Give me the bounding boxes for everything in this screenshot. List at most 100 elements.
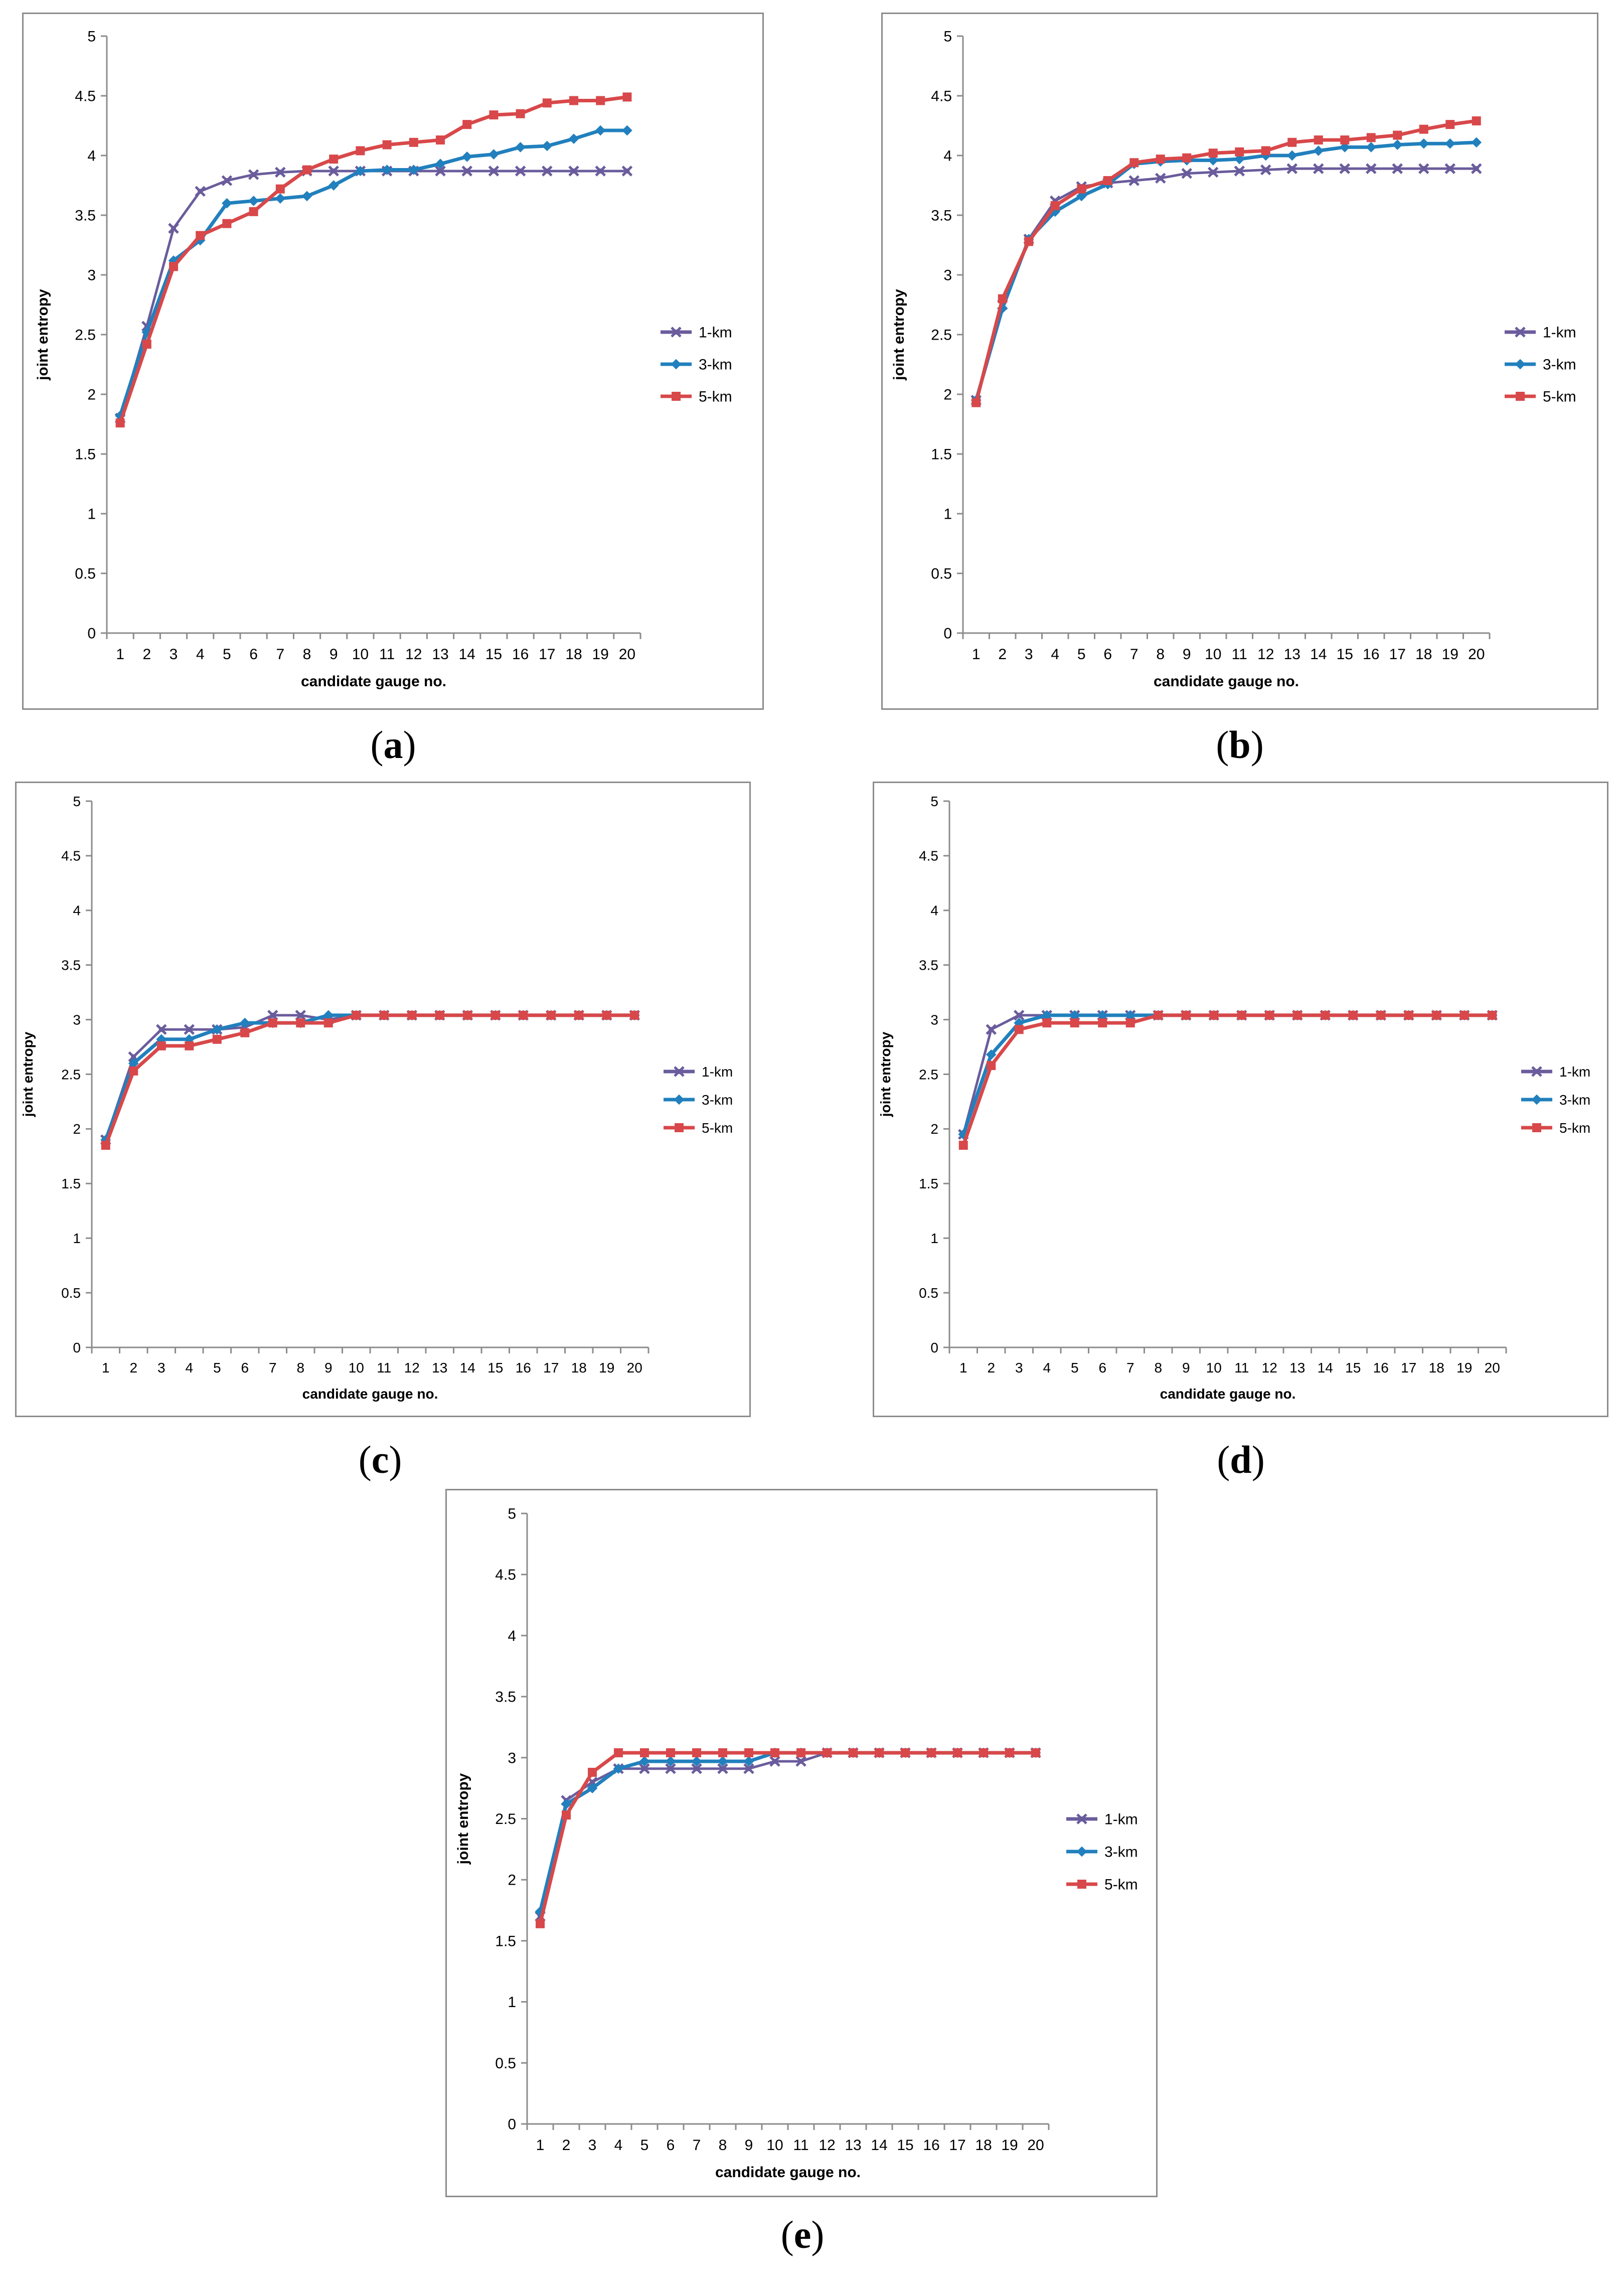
x-tick-label: 8 <box>296 1360 304 1376</box>
data-point-1-km <box>1286 163 1298 174</box>
x-tick-label: 4 <box>1051 646 1059 663</box>
data-point-1-km <box>542 166 553 177</box>
data-point-1-km <box>1313 163 1324 174</box>
legend-marker <box>1531 1066 1542 1077</box>
data-point-5-km <box>1340 135 1350 145</box>
x-tick-label: 13 <box>845 2137 861 2154</box>
x-tick-label: 7 <box>1126 1360 1134 1376</box>
y-tick-label: 0.5 <box>495 2055 516 2072</box>
series-line-5-km <box>974 119 1477 403</box>
legend-label: 3-km <box>1559 1092 1590 1108</box>
data-point-3-km <box>1339 141 1350 152</box>
data-point-1-km <box>1128 175 1140 186</box>
data-point-5-km <box>562 1810 571 1820</box>
data-point-5-km <box>212 1034 222 1044</box>
data-point-5-km <box>489 110 499 120</box>
data-point-3-km <box>1041 1010 1052 1021</box>
data-point-5-km <box>352 1010 361 1020</box>
y-tick-label: 2 <box>73 1121 81 1137</box>
x-tick-label: 6 <box>241 1360 249 1376</box>
legend-label: 1-km <box>1559 1064 1590 1080</box>
y-tick-label: 4.5 <box>919 848 938 864</box>
data-point-5-km <box>1488 1010 1497 1020</box>
x-tick-label: 19 <box>1442 646 1458 663</box>
data-point-3-km <box>1208 155 1219 166</box>
x-tick-label: 7 <box>693 2137 701 2154</box>
chart-panel-c: 0 0.5 1 1.5 2 2.5 3 3.5 4 4.5 5 1 2 3 4 5 6 7 8 9 10 11 12 13 14… <box>15 782 751 1417</box>
x-tick-label: 6 <box>1103 646 1112 663</box>
x-tick-label: 4 <box>614 2137 623 2154</box>
x-tick-label: 13 <box>432 1360 447 1376</box>
series-line-1-km <box>119 170 627 419</box>
x-tick-label: 9 <box>324 1360 333 1376</box>
data-point-3-km <box>355 166 366 177</box>
data-point-1-km <box>488 166 500 177</box>
legend-label: 5-km <box>1543 389 1576 405</box>
data-point-5-km <box>115 418 125 428</box>
x-tick-label: 10 <box>766 2137 783 2154</box>
data-point-5-km <box>1321 1010 1330 1020</box>
y-axis-title: joint entropy <box>455 1773 471 1865</box>
data-point-3-km <box>1471 137 1482 148</box>
data-point-1-km <box>1155 173 1166 184</box>
data-point-5-km <box>356 146 365 156</box>
legend-marker <box>674 1066 685 1077</box>
data-point-1-km <box>986 1024 997 1035</box>
y-axis-title: joint entropy <box>891 289 907 381</box>
y-axis-title: joint entropy <box>35 289 51 381</box>
x-tick-label: 15 <box>1345 1360 1361 1376</box>
x-tick-label: 4 <box>196 646 205 663</box>
data-point-3-km <box>561 1798 572 1809</box>
series-1-km <box>100 1010 640 1145</box>
y-tick-label: 3.5 <box>931 208 952 224</box>
x-tick-label: 11 <box>1232 646 1247 663</box>
x-tick-label: 16 <box>516 1360 531 1376</box>
legend-marker <box>1515 359 1526 370</box>
data-point-5-km <box>409 137 418 147</box>
data-point-1-km <box>769 1756 780 1767</box>
data-point-5-km <box>1265 1010 1274 1020</box>
series-line-1-km <box>975 167 1477 401</box>
legend-item-1-km: 1-km <box>661 325 732 341</box>
data-point-5-km <box>302 165 311 175</box>
data-point-1-km <box>461 166 472 177</box>
y-tick-label: 4 <box>73 903 81 919</box>
data-point-1-km <box>1444 163 1456 174</box>
data-point-3-km <box>156 1034 167 1045</box>
y-tick-label: 4 <box>508 1628 516 1644</box>
x-tick-label: 12 <box>405 646 422 663</box>
data-point-5-km <box>1235 147 1244 157</box>
chart-panel-e: 0 0.5 1 1.5 2 2.5 3 3.5 4 4.5 5 1 2 3 4 5 6 7 8 9 10 11 12 13 14… <box>445 1489 1158 2197</box>
x-tick-label: 11 <box>377 1360 391 1376</box>
series-1-km <box>114 166 633 424</box>
y-tick-label: 1 <box>87 506 96 523</box>
x-tick-label: 9 <box>1183 646 1191 663</box>
y-tick-label: 0 <box>73 1340 81 1355</box>
x-tick-label: 9 <box>745 2137 753 2154</box>
data-point-5-km <box>1376 1010 1386 1020</box>
data-point-5-km <box>640 1748 649 1758</box>
x-tick-label: 3 <box>157 1360 166 1376</box>
caption-c-letter: c <box>371 1438 389 1481</box>
data-point-1-km <box>1365 163 1377 174</box>
y-tick-label: 3 <box>930 1012 938 1027</box>
legend-item-1-km: 1-km <box>1066 1811 1138 1828</box>
x-tick-label: 16 <box>923 2137 939 2154</box>
x-axis-title: candidate gauge no. <box>1160 1386 1296 1402</box>
data-point-3-km <box>435 159 446 170</box>
data-point-3-km <box>382 165 392 175</box>
x-tick-label: 1 <box>972 646 981 663</box>
x-tick-label: 17 <box>1389 646 1406 663</box>
data-point-5-km <box>1182 153 1192 163</box>
x-tick-label: 20 <box>1027 2137 1044 2154</box>
data-point-5-km <box>536 1919 545 1928</box>
x-tick-label: 1 <box>116 646 124 663</box>
x-tick-label: 2 <box>998 646 1007 663</box>
data-point-1-km <box>1418 163 1429 174</box>
caption-e-letter: e <box>793 2213 811 2256</box>
data-point-1-km <box>267 1010 278 1021</box>
legend-marker <box>1516 392 1525 401</box>
y-tick-label: 4.5 <box>61 848 81 864</box>
y-tick-label: 1 <box>73 1231 81 1246</box>
data-point-5-km <box>1208 148 1218 158</box>
